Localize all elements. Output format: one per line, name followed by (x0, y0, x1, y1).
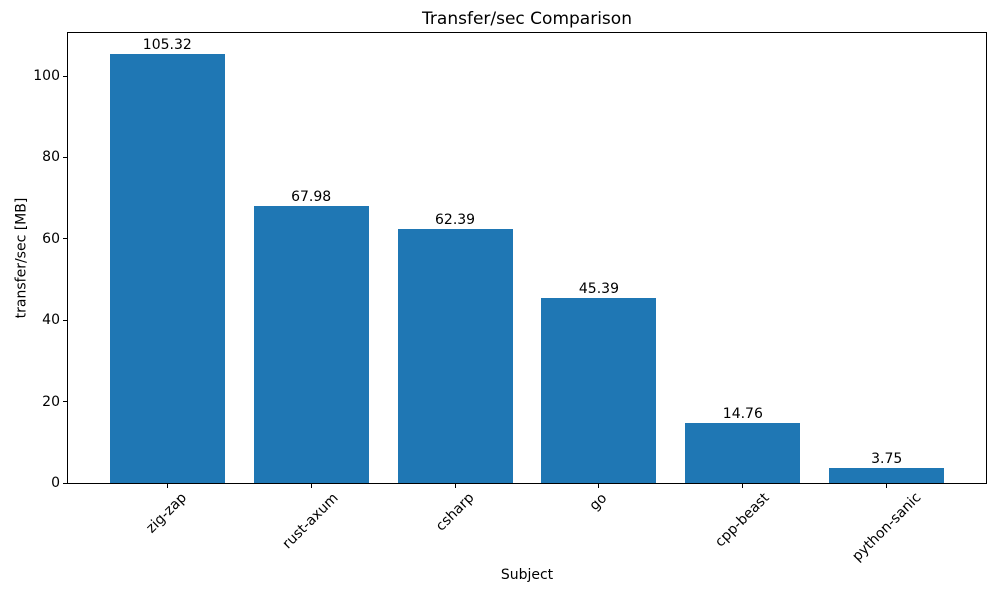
x-tick-mark (598, 484, 600, 488)
y-tick-mark (63, 401, 67, 403)
x-tick-mark (742, 484, 744, 488)
x-tick-mark (310, 484, 312, 488)
y-tick-label: 80 (42, 149, 60, 166)
x-tick-label-cpp-beast: cpp-beast (712, 489, 773, 551)
x-tick-label-csharp: csharp (432, 489, 478, 535)
bar-value-label: 14.76 (722, 405, 763, 422)
y-tick-label: 100 (33, 68, 60, 85)
y-tick-mark (63, 319, 67, 321)
x-tick-mark (886, 484, 888, 488)
chart-title: Transfer/sec Comparison (422, 9, 632, 29)
x-axis-label: Subject (500, 567, 554, 583)
plot-area (67, 32, 987, 484)
x-tick-mark (166, 484, 168, 488)
x-tick-label-zig-zap: zig-zap (143, 489, 191, 537)
bar-cpp-beast (685, 422, 801, 483)
bar-zig-zap (109, 54, 225, 483)
bar-value-label: 67.98 (291, 189, 332, 206)
x-tick-label-go: go (586, 489, 611, 514)
x-tick-label-python-sanic: python-sanic (848, 489, 925, 566)
bar-rust-axum (253, 206, 369, 483)
y-tick-label: 40 (42, 312, 60, 329)
bar-value-label: 105.32 (142, 37, 192, 54)
bar-value-label: 45.39 (578, 281, 619, 298)
x-tick-label-rust-axum: rust-axum (279, 490, 342, 553)
y-tick-mark (63, 482, 67, 484)
y-tick-label: 0 (51, 475, 60, 491)
bar-go (541, 298, 657, 483)
bar-value-label: 3.75 (871, 450, 903, 467)
bar-csharp (397, 229, 513, 483)
y-axis-label: transfer/sec [MB] (13, 197, 30, 319)
x-tick-mark (454, 484, 456, 488)
y-tick-label: 60 (42, 230, 60, 247)
bar-value-label: 62.39 (435, 212, 476, 229)
y-tick-mark (63, 156, 67, 158)
y-tick-mark (63, 238, 67, 240)
y-tick-mark (63, 75, 67, 77)
bar-python-sanic (829, 467, 945, 483)
y-tick-label: 20 (42, 393, 60, 410)
